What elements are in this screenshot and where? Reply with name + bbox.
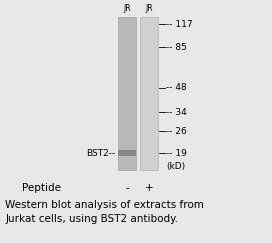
Text: Western blot analysis of extracts from
Jurkat cells, using BST2 antibody.: Western blot analysis of extracts from J… <box>5 200 204 225</box>
Bar <box>140 17 158 170</box>
Text: -- 85: -- 85 <box>166 43 187 52</box>
Text: JR: JR <box>145 4 153 13</box>
Bar <box>118 150 136 156</box>
Text: JR: JR <box>123 4 131 13</box>
Text: -: - <box>125 183 129 193</box>
Text: BST2--: BST2-- <box>86 149 116 158</box>
Text: (kD): (kD) <box>166 162 185 171</box>
Text: -- 19: -- 19 <box>166 149 187 158</box>
Text: -- 117: -- 117 <box>166 20 193 29</box>
Text: +: + <box>145 183 153 193</box>
Text: -- 48: -- 48 <box>166 83 187 92</box>
Text: -- 26: -- 26 <box>166 127 187 136</box>
Text: -- 34: -- 34 <box>166 108 187 117</box>
Bar <box>118 17 136 170</box>
Text: Peptide: Peptide <box>22 183 61 193</box>
